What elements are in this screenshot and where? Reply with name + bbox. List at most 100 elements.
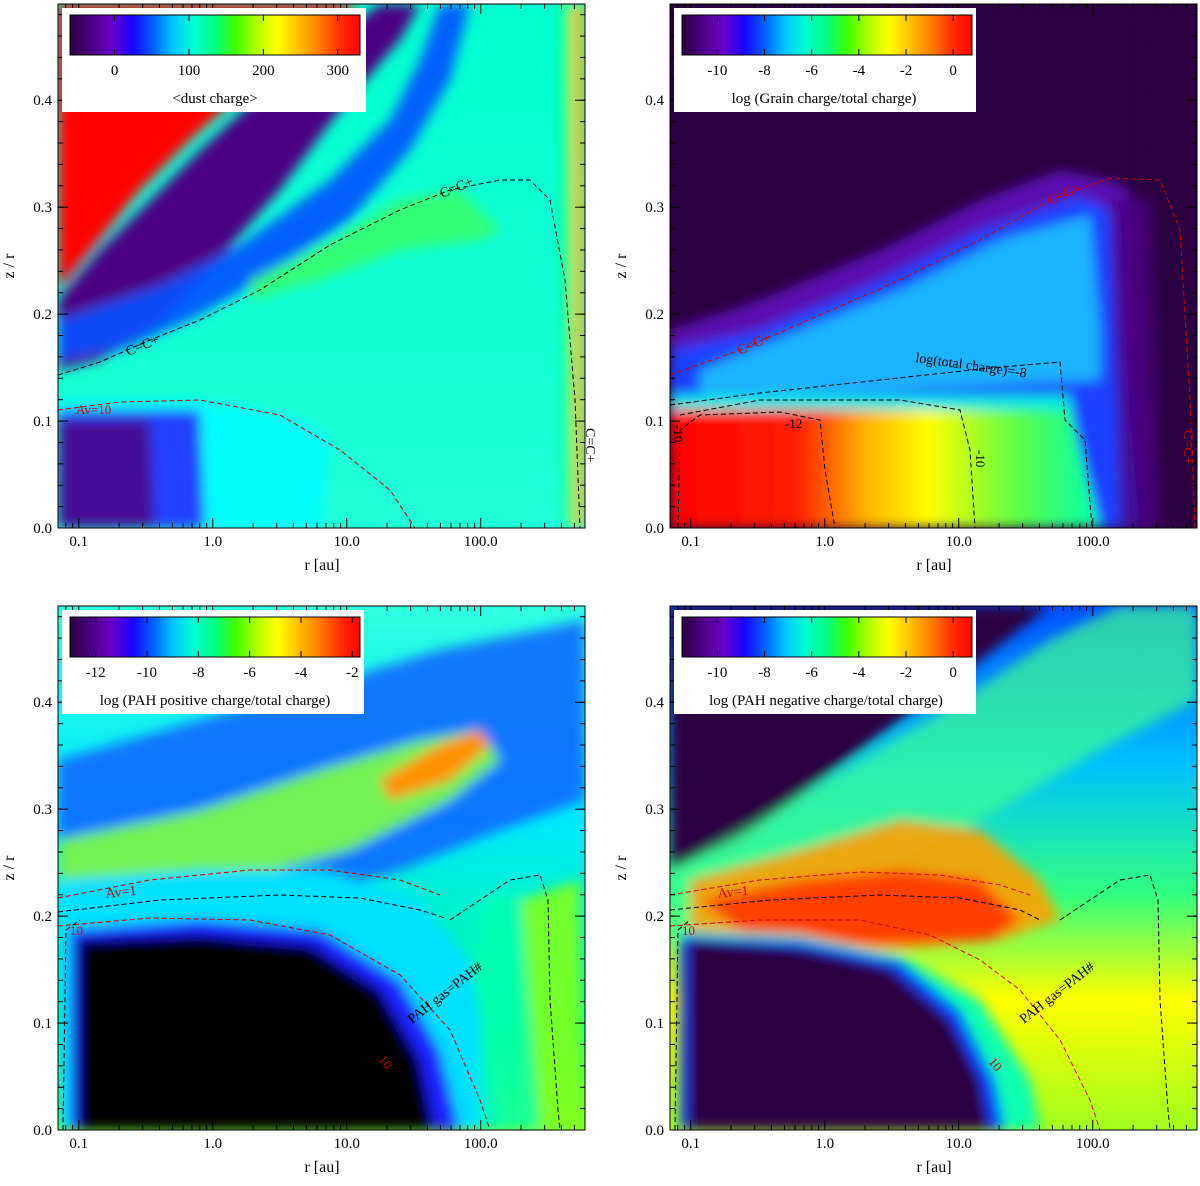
y-tick-label: 0.3 — [33, 200, 52, 216]
y-tick-label: 0.3 — [33, 802, 52, 818]
x-tick-label: 10.0 — [334, 1136, 360, 1152]
panel-grain-charge: 0.1 1.0 10.0 100.0 0.0 0.1 0.2 0.3 0.4 r [au] z… — [613, 3, 1198, 574]
colorbar-tick-label: -10 — [707, 63, 727, 79]
colorbar-box: 0 100 200 300 <dust charge> — [62, 8, 366, 112]
colorbar-ticks: -10 -8 -6 -4 -2 0 — [707, 617, 957, 681]
y-tick-label: 0.4 — [645, 93, 664, 109]
colorbar-tick-label: 0 — [949, 665, 957, 681]
colorbar-tick-label: -6 — [805, 665, 818, 681]
plot-frame — [57, 3, 586, 529]
x-tick-label: 100.0 — [1076, 534, 1110, 550]
panel-pah-positive-charge: 0.1 1.0 10.0 10 0.0 0.0 0.1 0.2 0.3 0.4 r [au] z… — [1, 605, 586, 1176]
y-tick-label: 0.2 — [645, 307, 664, 323]
colorbar-tick-label: 300 — [326, 63, 349, 79]
y-tick-label: 0.2 — [33, 909, 52, 925]
annotation: C=C+ — [1180, 430, 1195, 465]
contour-line — [670, 177, 1196, 528]
colorbar-tick-label: -4 — [853, 665, 866, 681]
colorbar-ticks: -10 -8 -6 -4 -2 0 — [707, 15, 957, 79]
contour-line — [62, 919, 81, 1130]
y-tick-label: 0.1 — [33, 414, 52, 430]
colorbar-tick-label: -6 — [243, 665, 256, 681]
y-ticks: 0.0 0.1 0.2 0.3 0.4 — [33, 14, 585, 537]
colorbar-ticks: 0 100 200 300 — [111, 15, 349, 79]
colorbar-label: log (PAH positive charge/total charge) — [100, 693, 331, 709]
y-tick-label: 0.0 — [33, 1123, 52, 1139]
y-axis-label: z / r — [1, 855, 18, 881]
contour-line — [670, 894, 1041, 921]
x-tick-label: 0.1 — [681, 534, 700, 550]
annotation: 10 — [682, 923, 695, 938]
contour-line — [679, 399, 976, 528]
contour-line — [670, 871, 1031, 896]
x-ticks: 0.1 1.0 10.0 100.0 — [65, 606, 575, 1152]
colorbar-label: log (Grain charge/total charge) — [732, 91, 917, 107]
colorbar-box: -10 -8 -6 -4 -2 0 log (Grain charge/total cha… — [674, 8, 976, 112]
y-ticks: 0.0 0.1 0.2 0.3 0.4 — [33, 616, 585, 1139]
contour-line — [670, 361, 1093, 528]
y-ticks: 0.0 0.1 0.2 0.3 0.4 — [645, 616, 1197, 1139]
y-tick-label: 0.3 — [645, 802, 664, 818]
y-tick-label: 0.4 — [33, 93, 52, 109]
heatmap-grain-charge — [670, 4, 1197, 528]
contour-line — [58, 179, 581, 528]
y-tick-label: 0.3 — [645, 200, 664, 216]
contour-line — [677, 411, 836, 528]
colorbar-tick-label: -4 — [295, 665, 308, 681]
colorbar-tick-label: -10 — [137, 665, 157, 681]
colorbar-tick-label: -6 — [805, 63, 818, 79]
contour-line — [449, 874, 561, 1130]
colorbar-tick-label: -8 — [758, 63, 771, 79]
colorbar-tick-label: -8 — [758, 665, 771, 681]
contour-line — [670, 919, 1101, 1130]
y-ticks: 0.0 0.1 0.2 0.3 0.4 — [645, 14, 1197, 537]
annotation: Av=10 — [76, 402, 111, 417]
colorbar-gradient — [681, 14, 973, 56]
colorbar-tick-label: -2 — [900, 665, 913, 681]
x-axis-label: r [au] — [304, 1159, 339, 1176]
y-tick-label: 0.1 — [645, 1016, 664, 1032]
heatmap-pah-negative-charge — [670, 606, 1197, 1130]
annotation: -10 — [671, 425, 686, 442]
x-axis-label: r [au] — [916, 1159, 951, 1176]
colorbar-gradient — [69, 616, 361, 658]
x-tick-label: 10.0 — [946, 534, 972, 550]
colorbar-tick-label: -10 — [707, 665, 727, 681]
annotation: Av=1 — [717, 884, 749, 902]
colorbar-tick-label: -2 — [900, 63, 913, 79]
y-tick-label: 0.1 — [645, 414, 664, 430]
x-tick-label: 0.1 — [69, 1136, 88, 1152]
contour-line — [58, 894, 446, 919]
annotation: -10 — [973, 450, 988, 467]
y-tick-label: 0.1 — [33, 1016, 52, 1032]
colorbar-tick-label: 100 — [178, 63, 201, 79]
colorbar-box: -10 -8 -6 -4 -2 0 log (PAH negative charge/to… — [674, 610, 976, 714]
colorbar-gradient — [681, 616, 973, 658]
colorbar-gradient — [69, 14, 361, 56]
annotation: 10 — [70, 923, 83, 938]
plot-frame — [57, 605, 586, 1131]
y-tick-label: 0.2 — [33, 307, 52, 323]
y-axis-label: z / r — [613, 855, 630, 881]
y-tick-label: 0.4 — [33, 695, 52, 711]
plot-frame — [669, 3, 1198, 529]
y-axis-label: z / r — [1, 253, 18, 279]
x-tick-label: 10.0 — [334, 534, 360, 550]
contour-line — [58, 917, 491, 1130]
x-tick-label: 0.1 — [681, 1136, 700, 1152]
colorbar-tick-label: 0 — [111, 63, 119, 79]
contour-line — [1059, 874, 1171, 1130]
panel-dust-charge: 0.1 1.0 10.0 100.0 0.0 0.1 0.2 0.3 0.4 r [au] z… — [1, 3, 597, 574]
colorbar-tick-label: -2 — [346, 665, 359, 681]
colorbar-label: <dust charge> — [172, 91, 257, 107]
x-ticks: 0.1 1.0 10.0 100.0 — [677, 4, 1187, 550]
x-tick-label: 1.0 — [203, 1136, 222, 1152]
x-tick-label: 1.0 — [203, 534, 222, 550]
colorbar-tick-label: 0 — [949, 63, 957, 79]
colorbar-tick-label: -4 — [853, 63, 866, 79]
annotation: Av=1 — [105, 884, 137, 902]
y-tick-label: 0.4 — [645, 695, 664, 711]
x-tick-label: 1.0 — [815, 1136, 834, 1152]
contour-line — [674, 919, 691, 1130]
x-tick-label: 10.0 — [946, 1136, 972, 1152]
